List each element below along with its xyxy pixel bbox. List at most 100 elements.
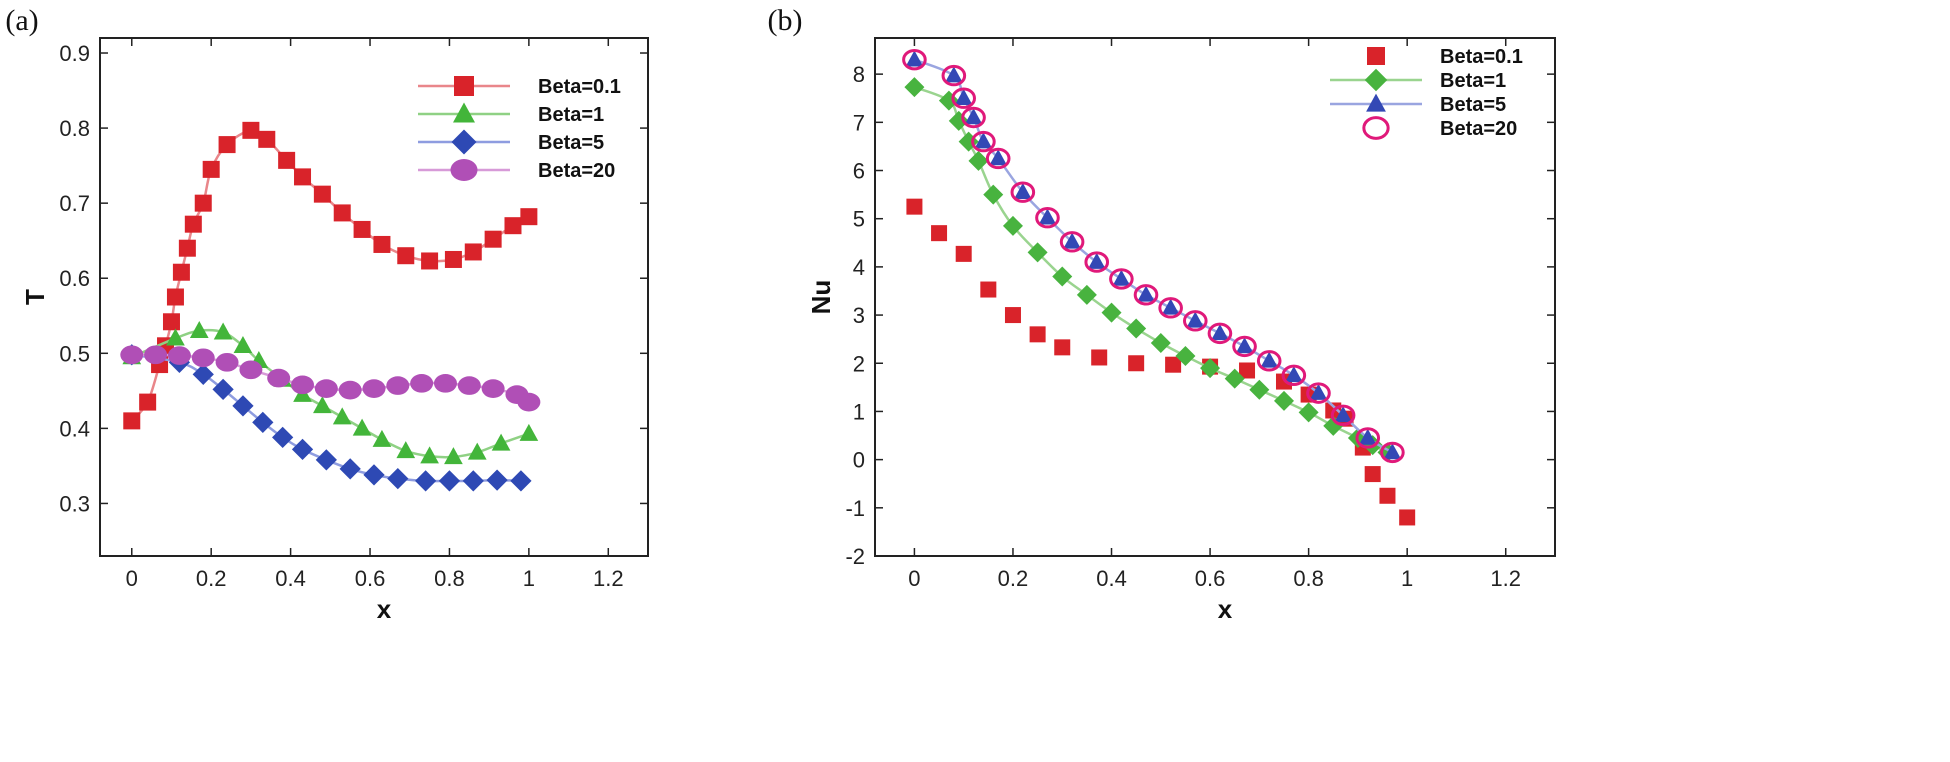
data-point xyxy=(1004,307,1021,324)
data-point xyxy=(1364,466,1381,483)
data-point xyxy=(1256,350,1282,372)
data-point xyxy=(1038,208,1057,225)
data-point xyxy=(162,313,180,331)
data-point xyxy=(931,225,948,242)
y-tick-label: 0.9 xyxy=(59,41,90,66)
plot-frame xyxy=(874,37,1556,557)
y-tick-label: 0.7 xyxy=(59,191,90,216)
series-beta-5 xyxy=(905,50,1402,460)
data-point xyxy=(1260,351,1279,368)
data-point xyxy=(291,438,314,461)
data-point xyxy=(438,470,461,492)
data-point xyxy=(1002,215,1023,236)
data-point xyxy=(1186,311,1205,328)
y-tick-label: -1 xyxy=(845,496,865,521)
series-beta-20 xyxy=(902,48,1405,464)
data-point xyxy=(353,220,371,238)
data-point xyxy=(315,449,337,471)
x-tick-label: 0.6 xyxy=(1195,566,1226,591)
data-point xyxy=(362,379,386,398)
data-point xyxy=(467,442,487,460)
data-point xyxy=(945,66,963,83)
y-axis-label: Nu xyxy=(806,280,836,315)
data-point xyxy=(1330,404,1356,426)
data-point xyxy=(313,185,331,203)
data-point xyxy=(1063,232,1081,249)
data-point xyxy=(444,250,462,268)
data-point xyxy=(1126,318,1147,339)
data-point xyxy=(194,194,212,212)
legend-label: Beta=20 xyxy=(538,160,615,182)
data-point xyxy=(491,433,511,451)
data-point xyxy=(1087,252,1106,269)
data-point xyxy=(352,418,372,436)
data-point xyxy=(1054,339,1071,356)
x-tick-label: 1.2 xyxy=(1490,566,1521,591)
data-point xyxy=(520,208,538,226)
data-point xyxy=(1027,242,1048,263)
y-axis-label: T xyxy=(20,289,50,305)
data-point xyxy=(1379,487,1396,504)
data-point xyxy=(961,106,986,129)
x-tick-label: 0.8 xyxy=(434,566,465,591)
y-tick-label: 0.6 xyxy=(59,266,90,291)
data-point xyxy=(191,348,215,368)
data-point xyxy=(1128,355,1145,372)
y-tick-label: 0 xyxy=(853,448,865,473)
data-point xyxy=(363,464,385,486)
data-point xyxy=(462,470,484,492)
series-line xyxy=(913,58,1394,454)
data-point xyxy=(1165,356,1182,373)
data-point xyxy=(267,368,291,388)
data-point xyxy=(420,446,439,464)
data-point xyxy=(1161,298,1180,315)
data-point xyxy=(396,441,416,459)
y-tick-label: -2 xyxy=(845,544,865,569)
data-point xyxy=(332,407,352,425)
data-point xyxy=(1014,182,1032,199)
y-tick-label: 0.8 xyxy=(59,116,90,141)
data-point xyxy=(964,108,983,125)
series-beta-5 xyxy=(121,344,532,492)
data-point xyxy=(1076,284,1097,305)
data-point xyxy=(1306,382,1331,404)
legend-marker xyxy=(1362,116,1390,140)
data-point xyxy=(1211,324,1229,341)
data-point xyxy=(212,378,234,400)
data-point xyxy=(144,345,168,365)
data-point xyxy=(313,396,332,414)
plot-frame xyxy=(99,37,649,557)
legend-marker xyxy=(1364,68,1388,92)
series-beta-20 xyxy=(120,345,541,412)
y-tick-label: 4 xyxy=(853,255,865,280)
data-point xyxy=(410,373,434,393)
legend-label: Beta=1 xyxy=(1440,70,1506,92)
data-point xyxy=(386,376,410,395)
data-point xyxy=(166,288,184,306)
data-point xyxy=(955,245,972,262)
legend-label: Beta=0.1 xyxy=(1440,46,1523,68)
data-point xyxy=(444,447,463,465)
data-point xyxy=(252,411,274,433)
x-tick-label: 1.2 xyxy=(593,566,624,591)
legend-label: Beta=0.1 xyxy=(538,76,621,98)
data-point xyxy=(372,429,392,447)
data-point xyxy=(1101,302,1122,323)
data-point xyxy=(1029,326,1046,343)
legend-label: Beta=1 xyxy=(538,104,604,126)
data-point xyxy=(166,328,185,346)
data-point xyxy=(1059,231,1085,253)
data-point xyxy=(1235,337,1254,354)
data-point xyxy=(1200,358,1221,379)
data-point xyxy=(232,395,254,417)
data-point xyxy=(434,373,457,393)
data-point xyxy=(178,239,196,257)
data-point xyxy=(1273,390,1294,411)
data-point xyxy=(983,184,1004,205)
data-point xyxy=(233,336,253,354)
x-tick-label: 0.4 xyxy=(275,566,306,591)
data-point xyxy=(517,392,541,412)
data-point xyxy=(239,360,263,380)
legend-label: Beta=5 xyxy=(1440,94,1506,116)
